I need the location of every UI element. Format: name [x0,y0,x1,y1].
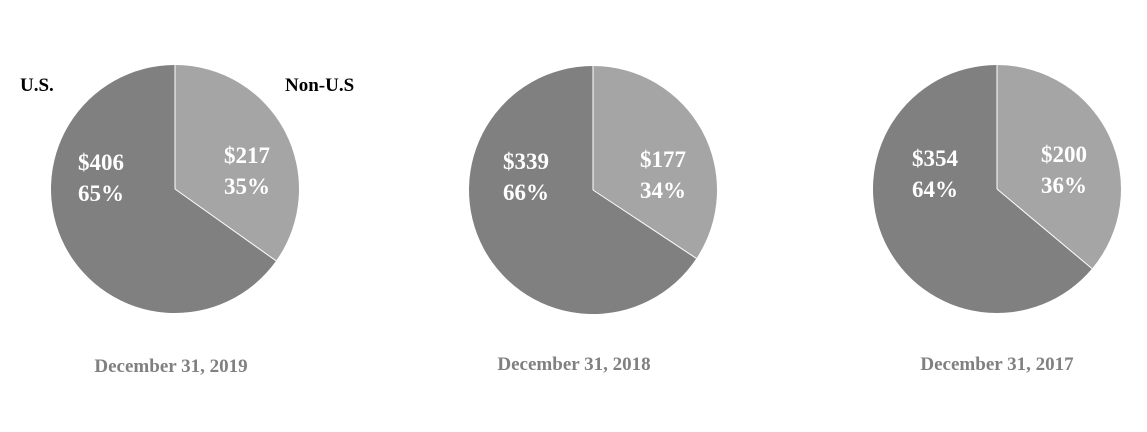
slice-value-label-non-us: $200 [1041,142,1087,167]
legend-label-non-us: Non-U.S [285,75,354,96]
slice-percent-label-non-us: 35% [224,174,270,199]
pie-slice-us [872,65,1093,313]
slice-separator [174,188,277,262]
pie-caption-date: December 31, 2017 [920,354,1074,375]
pie-chart-2: $339 66% $177 34% December 31, 2018 [468,66,717,375]
slice-value-label-us: $406 [78,150,124,175]
slice-percent-label-non-us: 36% [1041,173,1087,198]
slice-value-label-us: $354 [912,146,959,171]
slice-separator [996,188,1093,270]
pie-slice-us [50,65,277,313]
slice-percent-label-us: 65% [78,181,124,206]
pie-caption-date: December 31, 2019 [94,356,247,377]
pie-chart-1: $406 65% $217 35% December 31, 2019 [50,65,299,377]
slice-separator [592,189,697,259]
legend-label-us: U.S. [20,75,54,96]
slice-percent-label-us: 64% [912,177,958,202]
slice-percent-label-us: 66% [503,180,549,205]
pie-slice-non-us [997,65,1121,269]
pie-slice-us [468,66,697,314]
slice-value-label-non-us: $177 [640,147,686,172]
slice-percent-label-non-us: 34% [640,178,686,203]
pie-chart-3: $354 64% $200 36% December 31, 2017 [872,65,1121,375]
slice-value-label-non-us: $217 [224,143,270,168]
pie-caption-date: December 31, 2018 [497,354,650,375]
pie-slice-non-us [175,65,299,261]
slice-value-label-us: $339 [503,149,549,174]
